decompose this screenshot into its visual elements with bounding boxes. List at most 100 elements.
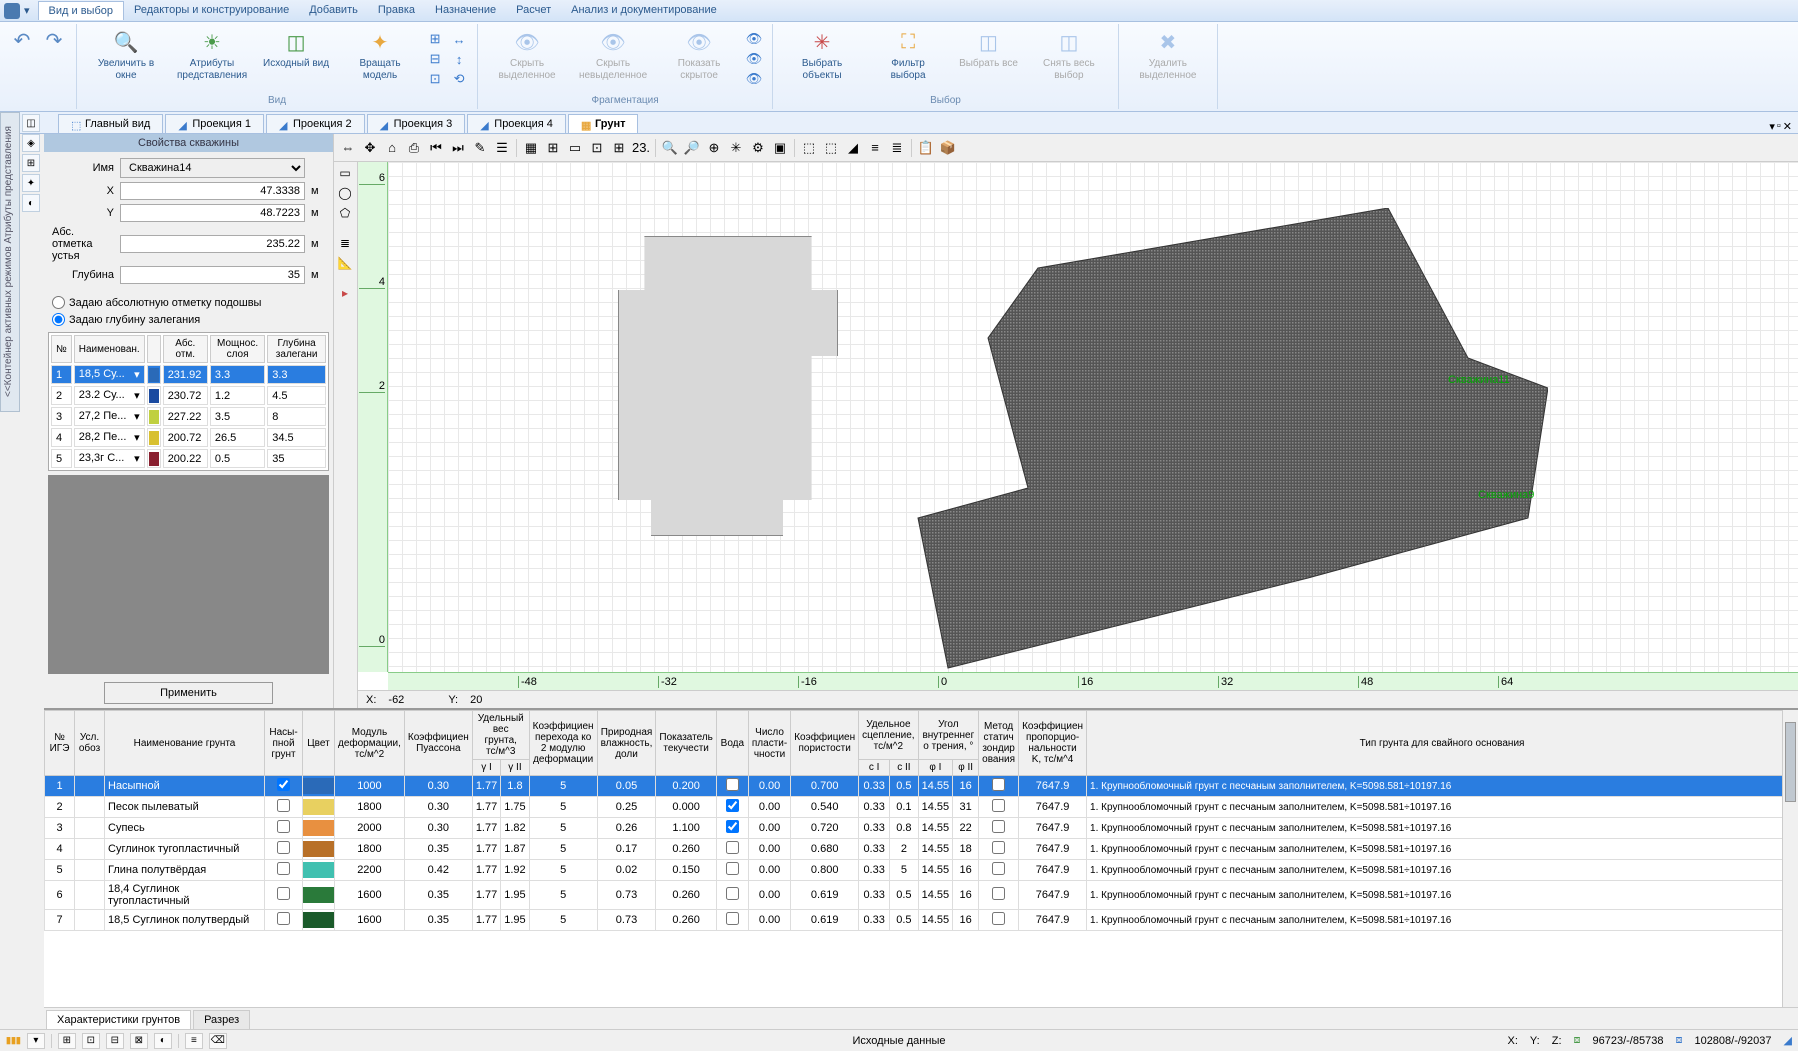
- canvas-tool[interactable]: 23.: [631, 138, 651, 158]
- ribbon-small[interactable]: ↔: [449, 30, 469, 48]
- x-input[interactable]: [120, 182, 305, 200]
- canvas-tool[interactable]: ⎙: [404, 138, 424, 158]
- canvas-tool[interactable]: ⚙: [748, 138, 768, 158]
- building-shape-1[interactable]: [618, 236, 838, 536]
- soil-row[interactable]: 2Песок пылеватый18000.301.771.7550.250.0…: [45, 797, 1798, 818]
- canvas-tool[interactable]: ▦: [521, 138, 541, 158]
- view-attrs[interactable]: ☀Атрибуты представления: [171, 26, 253, 86]
- tool-layers[interactable]: ≣: [336, 234, 354, 252]
- layer-row[interactable]: 223.2 Су... ▾230.721.24.5: [51, 386, 326, 405]
- redo-button[interactable]: ↷: [40, 26, 68, 54]
- tab-5[interactable]: ▦Грунт: [568, 114, 639, 133]
- status-btn-2[interactable]: ⊞: [58, 1033, 76, 1049]
- ribbon-small[interactable]: ⟲: [449, 70, 469, 88]
- canvas-tool[interactable]: ⏭: [448, 138, 468, 158]
- y-input[interactable]: [120, 204, 305, 222]
- menu-1[interactable]: Редакторы и конструирование: [124, 1, 299, 20]
- drawing-grid[interactable]: Скважина11 Скважина9: [388, 162, 1798, 672]
- selection-filter[interactable]: ⛶Фильтр выбора: [867, 26, 949, 86]
- ribbon-small[interactable]: 👁: [744, 70, 764, 88]
- tab-restore-icon[interactable]: ▫: [1777, 120, 1781, 133]
- tool-flag[interactable]: ▸: [336, 284, 354, 302]
- tool-rect[interactable]: ▭: [336, 164, 354, 182]
- building-shape-2[interactable]: Скважина11 Скважина9: [908, 208, 1548, 678]
- canvas-tool[interactable]: ⊡: [587, 138, 607, 158]
- status-btn-3[interactable]: ⊡: [82, 1033, 100, 1049]
- ribbon-small[interactable]: 👁: [744, 50, 764, 68]
- tab-2[interactable]: ◢Проекция 2: [266, 114, 365, 133]
- canvas-tool[interactable]: ▭: [565, 138, 585, 158]
- undo-button[interactable]: ↶: [8, 26, 36, 54]
- canvas-tool[interactable]: 📦: [938, 138, 958, 158]
- tab-menu-icon[interactable]: ▾: [1769, 120, 1775, 133]
- status-btn-4[interactable]: ⊟: [106, 1033, 124, 1049]
- canvas-tool[interactable]: ⊞: [543, 138, 563, 158]
- canvas-tool[interactable]: ◢: [843, 138, 863, 158]
- canvas-tool[interactable]: 🔍: [660, 138, 680, 158]
- reset-view[interactable]: ◫Исходный вид: [257, 26, 335, 86]
- radio-abs[interactable]: [52, 296, 65, 309]
- layer-table[interactable]: №Наименован.Абс. отм.Мощнос. слояГлубина…: [48, 332, 329, 471]
- status-btn-1[interactable]: ▾: [27, 1033, 45, 1049]
- canvas-tool[interactable]: ⬚: [821, 138, 841, 158]
- soil-grid[interactable]: № ИГЭУсл. обозНаименование грунтаНасы-пн…: [44, 710, 1798, 1007]
- name-select[interactable]: Скважина14: [120, 158, 305, 178]
- soil-row[interactable]: 1Насыпной10000.301.771.850.050.2000.000.…: [45, 776, 1798, 797]
- zoom-window[interactable]: 🔍Увеличить в окне: [85, 26, 167, 86]
- scrollbar-thumb[interactable]: [1785, 722, 1796, 802]
- menu-5[interactable]: Расчет: [506, 1, 561, 20]
- status-btn-7[interactable]: ≡: [185, 1033, 203, 1049]
- canvas-tool[interactable]: 🔎: [682, 138, 702, 158]
- status-btn-5[interactable]: ⊠: [130, 1033, 148, 1049]
- canvas-tool[interactable]: ⌂: [382, 138, 402, 158]
- canvas-tool[interactable]: 📋: [916, 138, 936, 158]
- soil-row[interactable]: 718,5 Суглинок полутвердый16000.351.771.…: [45, 910, 1798, 931]
- canvas-tool[interactable]: ✥: [360, 138, 380, 158]
- status-btn-6[interactable]: ◐: [154, 1033, 172, 1049]
- ribbon-small[interactable]: 👁: [744, 30, 764, 48]
- layer-row[interactable]: 428,2 Пе... ▾200.7226.534.5: [51, 428, 326, 447]
- menu-4[interactable]: Назначение: [425, 1, 506, 20]
- tab-0[interactable]: ⬚Главный вид: [58, 114, 163, 133]
- menu-6[interactable]: Анализ и документирование: [561, 1, 727, 20]
- canvas-body[interactable]: ▭ ◯ ⬠ ≣ 📐 ▸ 6420 Скваж: [334, 162, 1798, 708]
- soil-row[interactable]: 5Глина полутвёрдая22000.421.771.9250.020…: [45, 860, 1798, 881]
- canvas-tool[interactable]: ⊞: [609, 138, 629, 158]
- menu-3[interactable]: Правка: [368, 1, 425, 20]
- ribbon-small[interactable]: ⊡: [425, 70, 445, 88]
- app-menu-dropdown[interactable]: ▾: [24, 4, 30, 17]
- apply-button[interactable]: Применить: [104, 682, 273, 704]
- canvas-tool[interactable]: ≡: [865, 138, 885, 158]
- canvas-tool[interactable]: ⏮: [426, 138, 446, 158]
- grid-scrollbar[interactable]: [1782, 710, 1798, 1007]
- canvas-tool[interactable]: ▣: [770, 138, 790, 158]
- select-objects[interactable]: ✳Выбрать объекты: [781, 26, 863, 86]
- ribbon-small[interactable]: ⊞: [425, 30, 445, 48]
- side-btn-4[interactable]: ✦: [22, 174, 40, 192]
- canvas-tool[interactable]: ⇔: [338, 138, 358, 158]
- side-btn-5[interactable]: ◐: [22, 194, 40, 212]
- bottom-tab-1[interactable]: Разрез: [193, 1010, 250, 1029]
- side-btn-1[interactable]: ◫: [22, 114, 40, 132]
- tab-3[interactable]: ◢Проекция 3: [367, 114, 466, 133]
- canvas-tool[interactable]: ⬚: [799, 138, 819, 158]
- canvas-tool[interactable]: ☰: [492, 138, 512, 158]
- soil-row[interactable]: 618,4 Суглинок тугопластичный16000.351.7…: [45, 881, 1798, 910]
- status-btn-8[interactable]: ⌫: [209, 1033, 227, 1049]
- abs-input[interactable]: [120, 235, 305, 253]
- tab-4[interactable]: ◢Проекция 4: [467, 114, 566, 133]
- tool-ellipse[interactable]: ◯: [336, 184, 354, 202]
- status-end-icon[interactable]: ◢: [1784, 1034, 1792, 1047]
- canvas-tool[interactable]: ✳: [726, 138, 746, 158]
- tab-1[interactable]: ◢Проекция 1: [165, 114, 264, 133]
- layer-row[interactable]: 327,2 Пе... ▾227.223.58: [51, 407, 326, 426]
- ribbon-small[interactable]: ⊟: [425, 50, 445, 68]
- depth-input[interactable]: [120, 266, 305, 284]
- side-btn-3[interactable]: ⊞: [22, 154, 40, 172]
- canvas-tool[interactable]: ⊕: [704, 138, 724, 158]
- side-btn-2[interactable]: ◈: [22, 134, 40, 152]
- layer-row[interactable]: 118,5 Су... ▾231.923.33.3: [51, 365, 326, 384]
- tool-measure[interactable]: 📐: [336, 254, 354, 272]
- menu-2[interactable]: Добавить: [299, 1, 368, 20]
- tool-poly[interactable]: ⬠: [336, 204, 354, 222]
